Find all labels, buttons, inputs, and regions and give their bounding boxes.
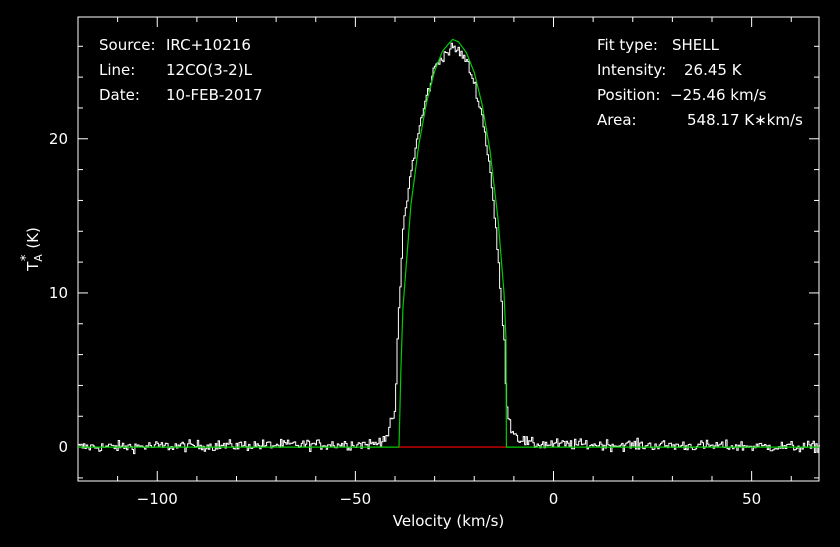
- source-value: IRC+10216: [166, 36, 251, 54]
- line-label: Line:: [99, 61, 135, 79]
- date-value: 10-FEB-2017: [166, 86, 262, 104]
- area-label: Area:: [597, 111, 637, 129]
- fit-type-label: Fit type:: [597, 36, 658, 54]
- fit-type-value: SHELL: [672, 36, 720, 54]
- position-value: −25.46 km/s: [670, 86, 767, 104]
- intensity-value: 26.45 K: [684, 61, 743, 79]
- y-tick-label: 0: [58, 438, 68, 456]
- area-value: 548.17 K∗km/s: [687, 111, 803, 129]
- position-label: Position:: [597, 86, 660, 104]
- y-tick-label: 20: [49, 130, 68, 148]
- x-tick-label: 0: [549, 490, 559, 508]
- y-axis-label: TA*(K): [19, 227, 45, 272]
- intensity-label: Intensity:: [597, 61, 666, 79]
- x-tick-label: 50: [742, 490, 761, 508]
- x-tick-label: −100: [137, 490, 178, 508]
- y-tick-label: 10: [49, 284, 68, 302]
- date-label: Date:: [99, 86, 140, 104]
- x-axis-label: Velocity (km/s): [393, 512, 504, 530]
- line-value: 12CO(3-2)L: [166, 61, 253, 79]
- source-label: Source:: [99, 36, 156, 54]
- x-tick-label: −50: [340, 490, 372, 508]
- spectrum-line: [78, 43, 820, 453]
